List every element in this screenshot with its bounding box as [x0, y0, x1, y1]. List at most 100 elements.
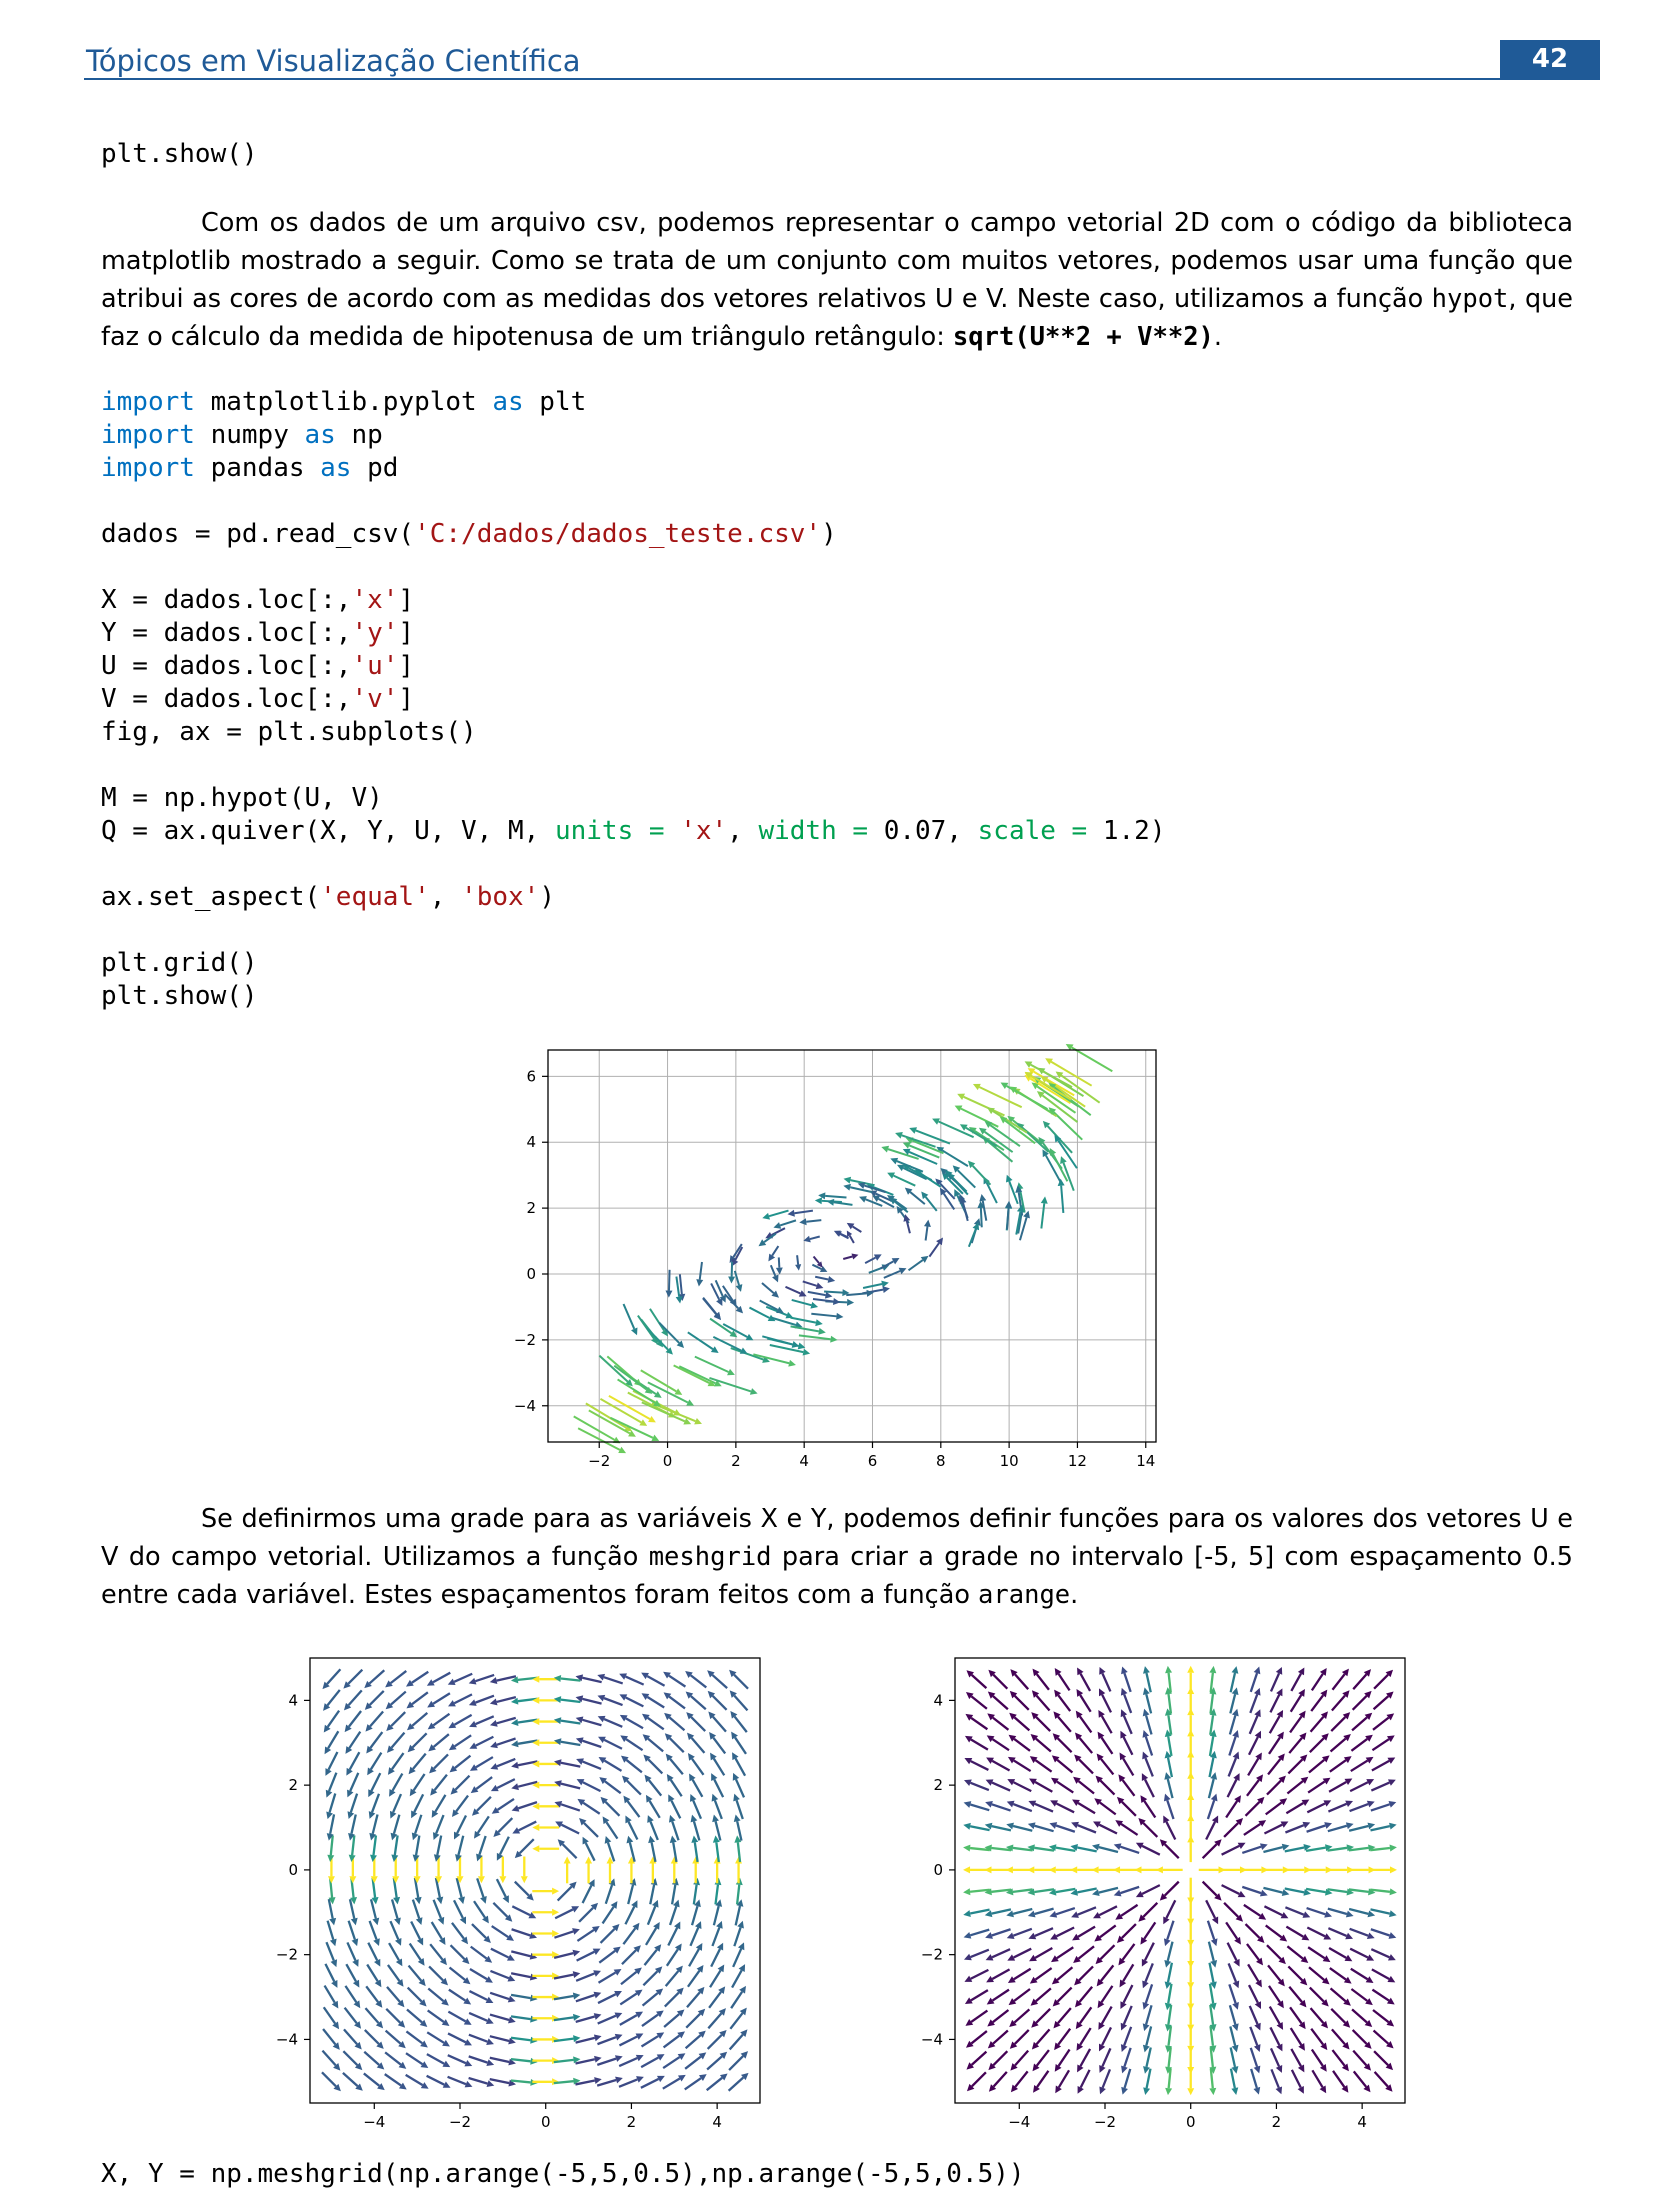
quiver-arrow-shaft [625, 1717, 644, 1730]
quiver-arrow-head [1006, 1800, 1015, 1808]
quiver-arrow-head [1341, 1668, 1349, 1677]
quiver-arrow-head [710, 1752, 717, 1761]
quiver-arrow-head [1052, 1733, 1061, 1741]
quiver-arrow-shaft [763, 1232, 777, 1243]
quiver-arrow-head [610, 1901, 618, 1909]
quiver-arrow-head [891, 1257, 900, 1265]
quiver-arrow-head [707, 1379, 716, 1387]
quiver-arrow-head [735, 1305, 744, 1314]
quiver-arrow-shaft [714, 1279, 724, 1297]
quiver-arrow-shaft [928, 1242, 940, 1258]
quiver-arrow-shaft [447, 2054, 467, 2065]
quiver-arrow-shaft [554, 1930, 574, 1939]
quiver-arrow-head [1033, 2085, 1040, 2093]
quiver-arrow-shaft [839, 1232, 849, 1239]
quiver-arrow-head [569, 1881, 577, 1890]
quiver-arrow-shaft [1098, 1905, 1118, 1917]
quiver-arrow-shaft [796, 1255, 800, 1265]
quiver-arrow-shaft [992, 1673, 1009, 1690]
quiver-arrow-shaft [887, 1148, 919, 1160]
quiver-arrow-shaft [597, 2036, 617, 2046]
quiver-arrow-shaft [391, 1752, 405, 1770]
quiver-arrow-shaft [1060, 1185, 1065, 1214]
quiver-arrow-shaft [985, 1182, 998, 1204]
quiver-arrow-head [1075, 1710, 1083, 1719]
quiver-arrow-shaft [732, 1948, 743, 1968]
quiver-arrow-head [331, 2000, 339, 2009]
quiver-arrow-shaft [807, 1290, 826, 1297]
quiver-arrow-shaft [1099, 1924, 1117, 1939]
quiver-arrow-shaft [662, 2034, 681, 2049]
quiver-arrow-shaft [1201, 1843, 1218, 1859]
quiver-arrow-head [1280, 1912, 1289, 1919]
quiver-arrow-shaft [1249, 2026, 1259, 2046]
quiver-arrow-head [620, 1735, 629, 1743]
quiver-arrow-head [375, 2020, 384, 2029]
quiver-arrow-head [1235, 1818, 1244, 1826]
quiver-arrow-shaft [1078, 1965, 1094, 1982]
quiver-arrow-shaft [883, 1270, 901, 1279]
quiver-arrow-shaft [1123, 2026, 1133, 2046]
quiver-arrow-shaft [1055, 1824, 1076, 1833]
quiver-arrow-shaft [924, 1196, 938, 1212]
quiver-arrow-head [1057, 1178, 1065, 1186]
quiver-arrow-head [355, 2083, 363, 2091]
quiver-arrow-shaft [908, 1151, 938, 1165]
quiver-arrow-shaft [582, 1781, 602, 1793]
quiver-arrow-shaft [392, 1814, 401, 1834]
quiver-arrow-head [1237, 1890, 1246, 1898]
quiver-arrow-shaft [1208, 1757, 1215, 1778]
quiver-arrow-shaft [709, 1969, 722, 1988]
quiver-arrow-shaft [517, 1718, 538, 1724]
quiver-arrow-head [836, 1312, 844, 1320]
quiver-arrow-shaft [864, 1256, 876, 1264]
quiver-arrow-head [690, 1814, 698, 1823]
quiver-arrow-shaft [456, 1815, 468, 1834]
quiver-arrow-head [1320, 1689, 1328, 1698]
quiver-arrow-shaft [389, 1920, 400, 1940]
quiver-arrow-head [398, 2082, 407, 2090]
quiver-arrow-shaft [1269, 1672, 1281, 1692]
quiver-arrow-shaft [1144, 1736, 1154, 1756]
quiver-arrow-head [354, 2062, 363, 2071]
quiver-arrow-shaft [1372, 2029, 1390, 2045]
quiver-arrow-head [686, 1399, 695, 1406]
quiver-arrow-head [348, 1833, 355, 1841]
quiver-arrow-head [575, 1674, 584, 1682]
quiver-arrow-shaft [712, 1335, 742, 1352]
quiver-arrow-head [730, 1710, 738, 1719]
quiver-arrow-shaft [434, 1794, 447, 1813]
quiver-arrow-head [648, 1415, 656, 1423]
quiver-arrow-shaft [1057, 2069, 1071, 2088]
quiver-arrow-shaft [1077, 1906, 1097, 1916]
quiver-arrow-shaft [892, 1198, 908, 1211]
quiver-arrow-head [1031, 1712, 1039, 1720]
quiver-arrow-shaft [1101, 2047, 1112, 2067]
quiver-arrow-head [1005, 1866, 1013, 1874]
quiver-arrow-head [1232, 2002, 1239, 2010]
quiver-arrow-shaft [992, 1695, 1009, 1711]
quiver-arrow-head [776, 1306, 784, 1314]
quiver-arrow-head [1028, 1932, 1037, 1940]
quiver-arrow-head [1277, 2000, 1284, 2009]
quiver-arrow-head [718, 2008, 726, 2016]
quiver-arrow-head [323, 1703, 331, 1711]
quiver-arrow-head [707, 1690, 716, 1699]
quiver-arrow-shaft [626, 1779, 642, 1796]
quiver-arrow-head [965, 2040, 974, 2048]
quiver-arrow-shaft [617, 1378, 656, 1404]
quiver-arrow-head [676, 2009, 685, 2017]
quiver-arrow-head [506, 1934, 515, 1941]
quiver-arrow-head [447, 1678, 456, 1685]
quiver-arrow-shaft [1246, 1779, 1260, 1797]
quiver-arrow-shaft [1050, 1060, 1093, 1087]
quiver-arrow-head [322, 1681, 330, 1690]
quiver-arrow-shaft [1249, 2047, 1259, 2068]
quiver-arrow-shaft [582, 1760, 602, 1770]
quiver-arrow-shaft [1055, 1926, 1075, 1938]
quiver-arrow-head [1054, 2063, 1062, 2072]
quiver-arrow-head [393, 1896, 401, 1905]
quiver-arrow-head [624, 1424, 633, 1432]
quiver-arrow-shaft [588, 1409, 631, 1435]
quiver-arrow-shaft [814, 1275, 829, 1281]
